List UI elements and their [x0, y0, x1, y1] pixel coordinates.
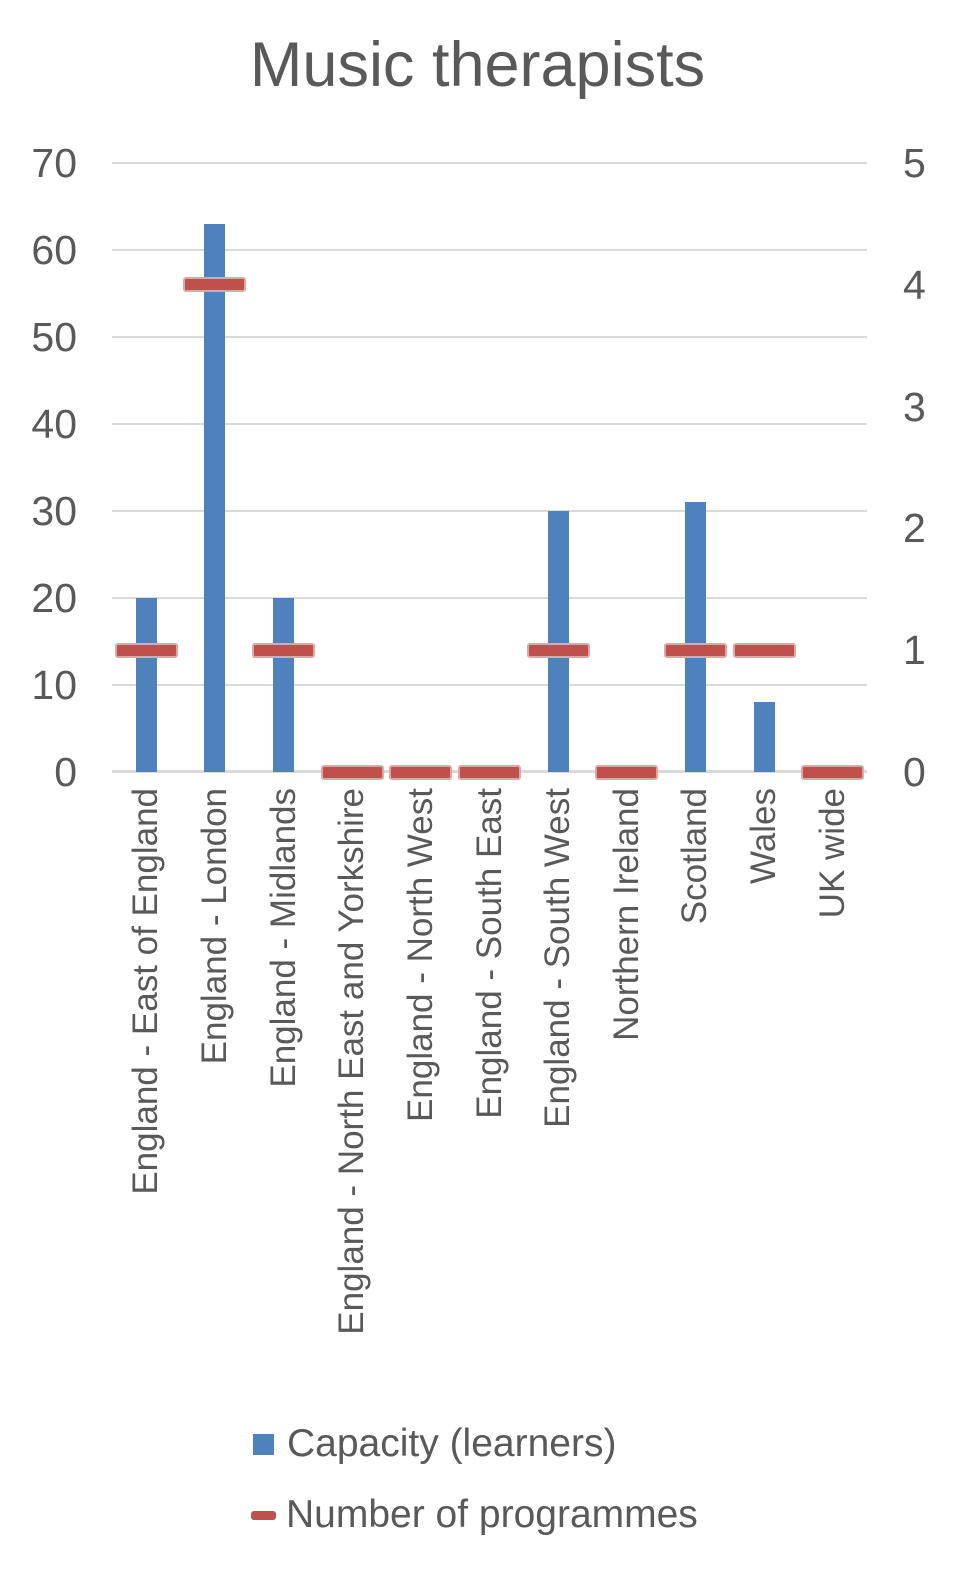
left-axis-tick-label: 70	[31, 140, 77, 186]
chart-title: Music therapists	[249, 30, 706, 100]
category-label: England - South East	[469, 788, 509, 1119]
category-label: Wales	[744, 788, 784, 884]
programmes-dash	[801, 764, 865, 780]
category-label: Northern Ireland	[606, 788, 646, 1041]
legend-label-capacity: Capacity (learners)	[287, 1422, 617, 1465]
gridline	[112, 597, 867, 599]
gridline	[112, 249, 867, 251]
category-label: England - North West	[400, 788, 440, 1122]
left-axis-tick-label: 40	[31, 401, 77, 447]
capacity-bar	[753, 702, 775, 772]
legend-item-programmes: Number of programmes	[251, 1491, 698, 1539]
right-axis-tick-label: 0	[903, 749, 926, 795]
category-label: England - South West	[538, 788, 578, 1128]
category-label: Scotland	[675, 788, 715, 925]
capacity-bar	[273, 598, 295, 772]
capacity-bar	[547, 511, 569, 772]
programmes-dash	[114, 642, 178, 658]
programmes-dash	[732, 642, 796, 658]
capacity-bar	[135, 598, 157, 772]
programmes-dash	[663, 642, 727, 658]
category-label: UK wide	[812, 788, 852, 919]
right-axis-tick-label: 1	[903, 627, 926, 674]
programmes-dash	[183, 277, 247, 293]
programmes-dash	[526, 642, 590, 658]
programmes-dash	[595, 764, 659, 780]
capacity-bar	[684, 502, 706, 772]
programmes-dash	[320, 764, 384, 780]
right-axis-tick-label: 5	[903, 140, 926, 186]
left-axis-tick-label: 30	[31, 488, 77, 534]
gridline	[112, 336, 867, 338]
programmes-dash	[458, 764, 521, 780]
gridline	[112, 684, 867, 686]
right-axis-tick-label: 2	[903, 505, 926, 552]
right-axis-tick-label: 4	[903, 261, 926, 308]
legend-label-programmes: Number of programmes	[286, 1493, 698, 1536]
left-axis-tick-label: 0	[54, 749, 77, 795]
capacity-swatch-icon	[253, 1433, 274, 1455]
programmes-dash	[252, 642, 316, 658]
left-axis-tick-label: 60	[31, 227, 77, 273]
capacity-bar	[204, 223, 226, 772]
left-axis-tick-label: 50	[31, 314, 77, 360]
gridline	[112, 423, 867, 425]
programmes-swatch-icon	[251, 1510, 276, 1520]
gridline	[112, 162, 867, 164]
right-axis-tick-label: 3	[903, 383, 926, 430]
programmes-dash	[389, 764, 453, 780]
category-label: England - Midlands	[263, 788, 303, 1088]
left-axis-tick-label: 20	[31, 575, 77, 621]
category-label: England - East of England	[126, 788, 166, 1195]
left-axis-tick-label: 10	[31, 662, 77, 708]
legend-item-capacity: Capacity (learners)	[253, 1420, 616, 1468]
category-label: England - London	[194, 788, 234, 1065]
gridline	[112, 510, 867, 512]
category-label: England - North East and Yorkshire	[332, 788, 372, 1335]
